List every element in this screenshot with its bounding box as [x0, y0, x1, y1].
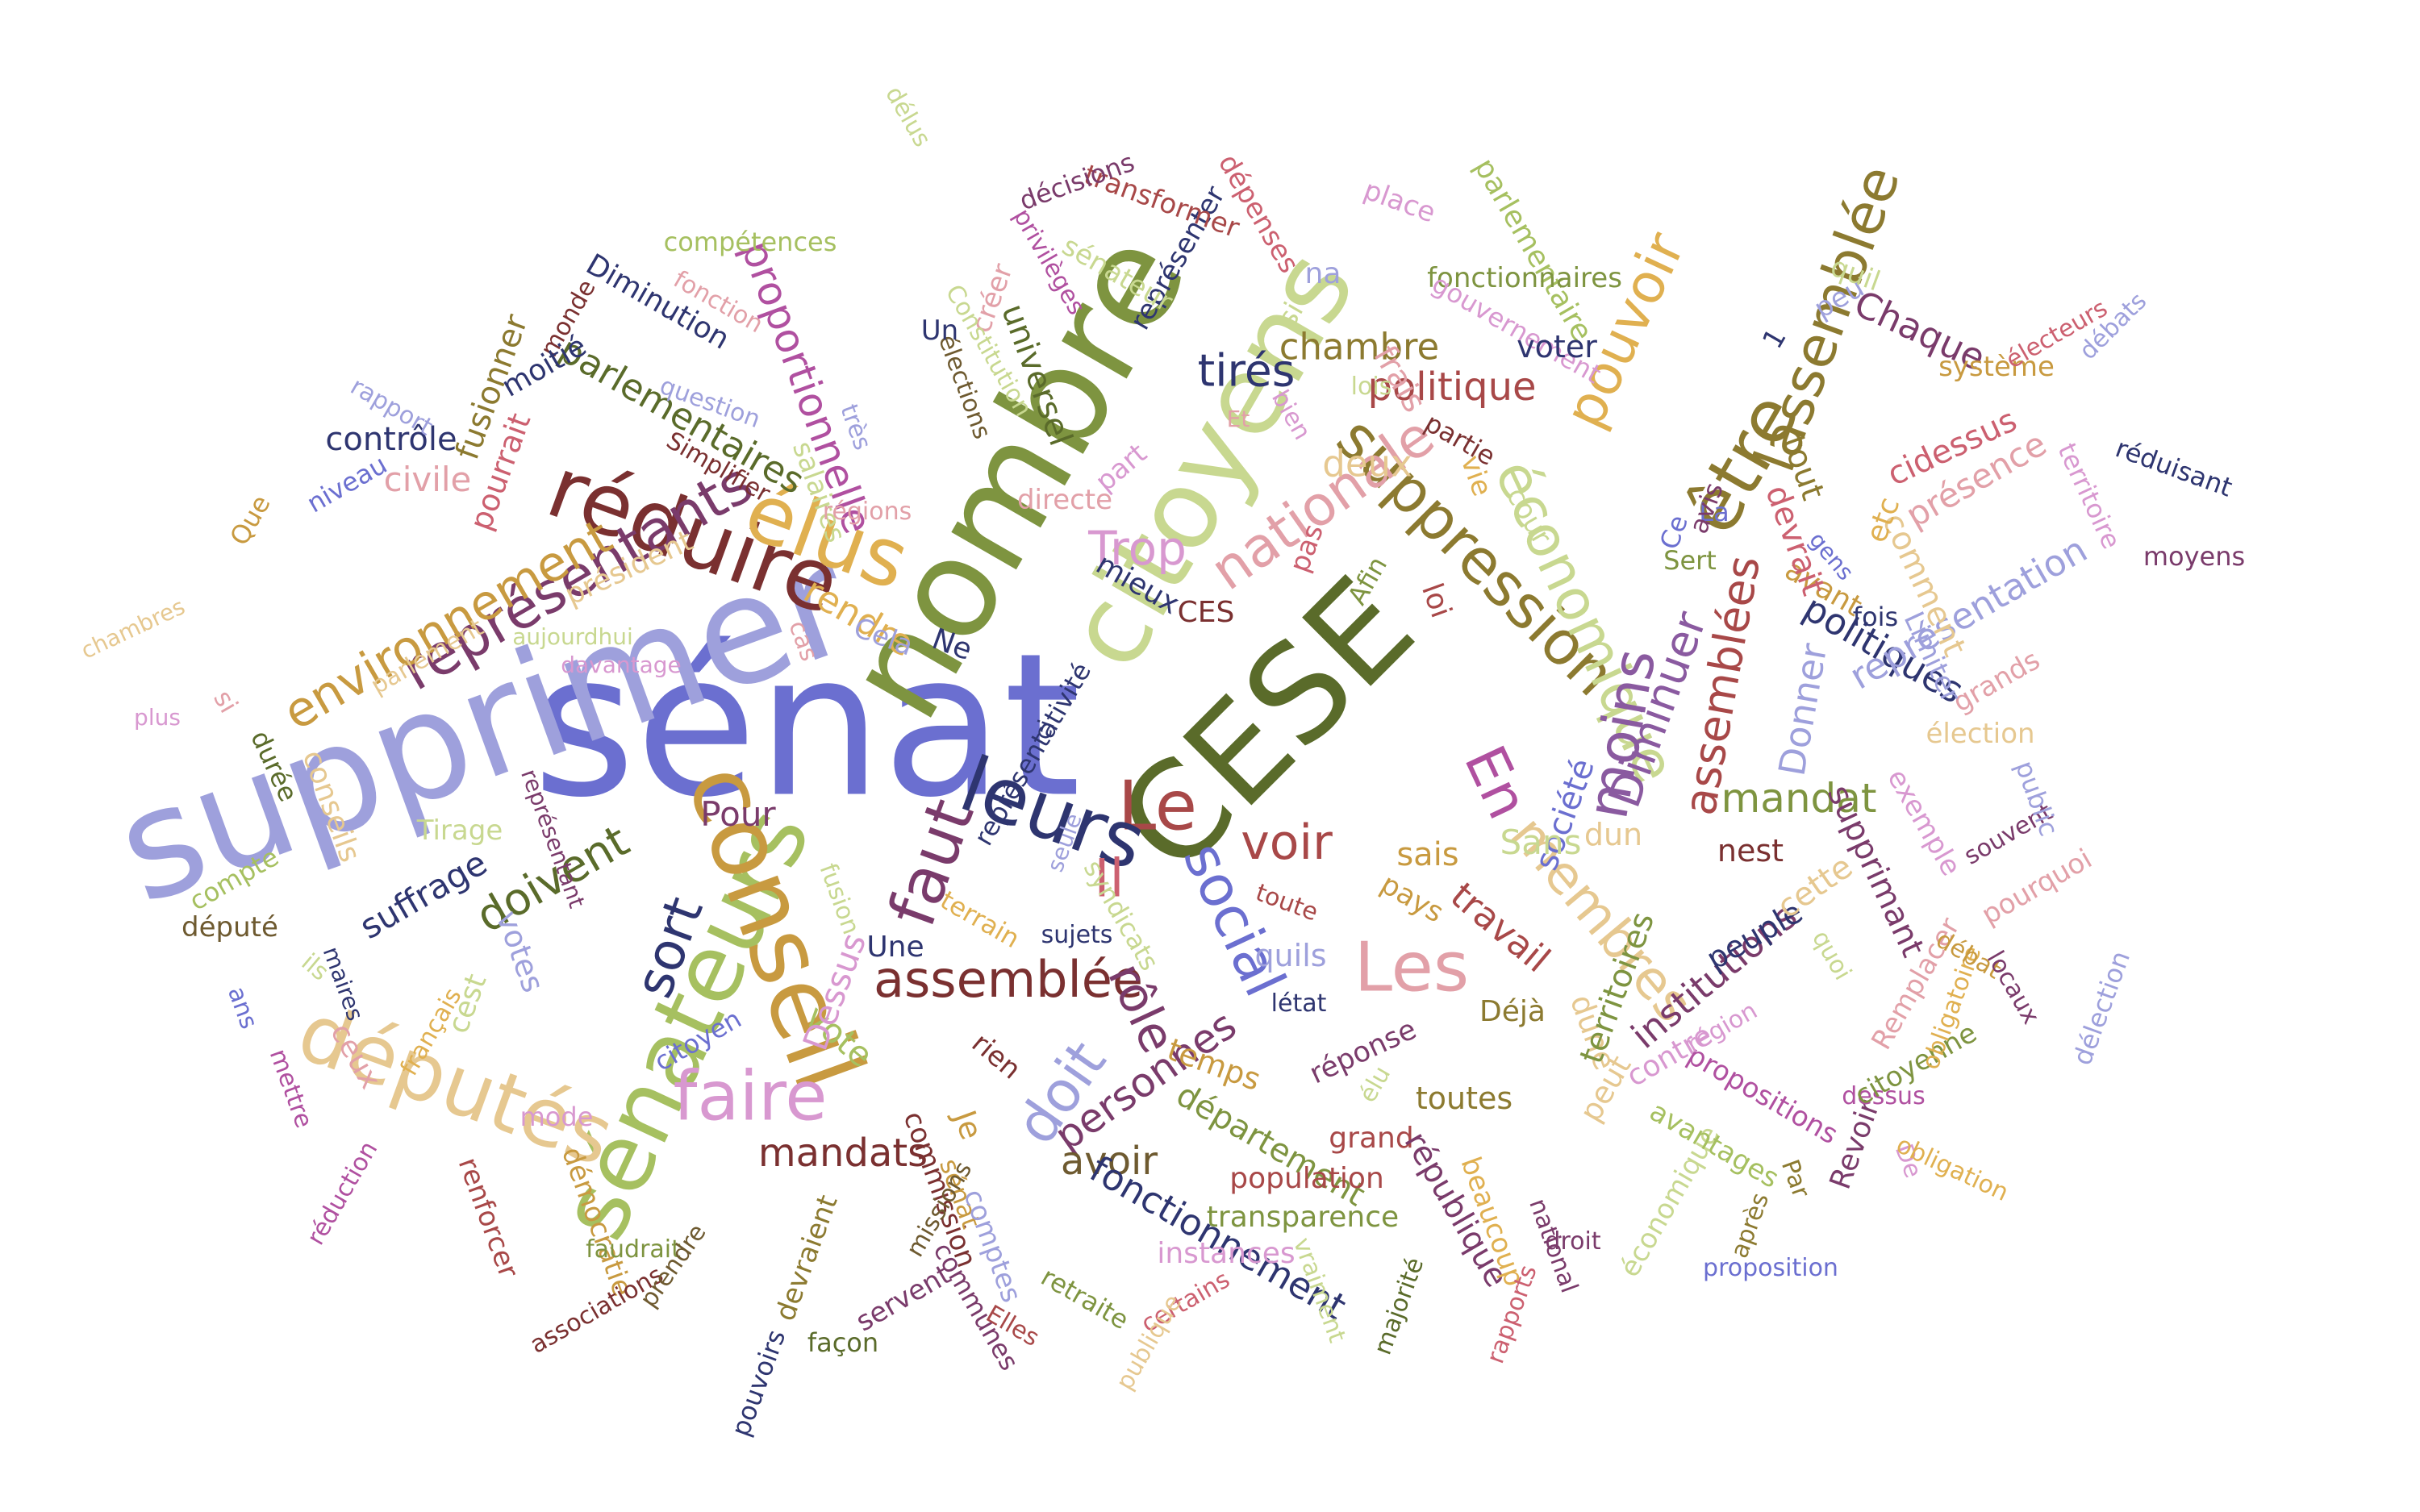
word-cloud-term: nest — [1717, 833, 1784, 868]
word-cloud-term: place — [1359, 173, 1440, 230]
word-cloud-term: devraient — [769, 1190, 845, 1326]
word-cloud-term: Je — [946, 1106, 990, 1144]
word-cloud-term: rien — [965, 1027, 1028, 1086]
word-cloud-term: transparence — [1206, 1201, 1400, 1234]
word-cloud-term: si — [207, 685, 244, 719]
word-cloud-term: dun — [1583, 817, 1643, 852]
word-cloud-term: pouvoirs — [724, 1325, 792, 1441]
word-cloud-term: régions — [822, 498, 912, 526]
word-cloud-term: dessus — [1842, 1082, 1926, 1110]
word-cloud-term: Tirage — [416, 814, 503, 847]
word-cloud-term: réduction — [301, 1136, 384, 1251]
word-cloud-term: député — [182, 911, 278, 943]
word-cloud-term: lois — [1350, 373, 1392, 401]
word-cloud-term: voir — [1241, 814, 1333, 871]
word-cloud-term: cette — [1770, 848, 1860, 927]
word-cloud-term: majorité — [1368, 1254, 1430, 1359]
word-cloud-term: renforcer — [451, 1153, 525, 1282]
word-cloud-term: Déjà — [1479, 995, 1546, 1028]
word-cloud-term: davantage — [561, 652, 682, 678]
word-cloud-term: Trop — [1088, 521, 1187, 576]
word-cloud-term: droit — [1545, 1227, 1601, 1256]
word-cloud-term: Pour — [700, 794, 776, 834]
word-cloud-term: quils — [1254, 938, 1327, 973]
word-cloud-term: moyens — [2143, 541, 2246, 572]
word-cloud-term: loi — [1415, 579, 1458, 623]
word-cloud-term: faudrait — [586, 1235, 681, 1264]
word-cloud-term: 1 — [1756, 323, 1793, 355]
word-cloud-term: Donner — [1770, 639, 1836, 780]
word-cloud-term: sais — [1396, 836, 1459, 873]
word-cloud-term: sénat — [532, 610, 1081, 841]
word-cloud-term: quoi — [1806, 925, 1857, 985]
word-cloud-term: après — [1725, 1189, 1775, 1262]
word-cloud-term: Les — [1354, 927, 1470, 1008]
word-cloud-term: délection — [2066, 947, 2137, 1069]
word-cloud-term: Il — [1094, 848, 1124, 910]
word-cloud-term: chambres — [77, 593, 190, 664]
word-cloud-term: na — [1304, 257, 1341, 290]
word-cloud-term: voter — [1517, 329, 1597, 364]
word-cloud-term: Le — [1117, 766, 1198, 847]
word-cloud-term: deux — [1322, 442, 1412, 485]
word-cloud-term: façon — [807, 1327, 879, 1358]
word-cloud-term: fois — [1852, 602, 1899, 632]
word-cloud-term: politique — [1367, 364, 1537, 410]
word-cloud-term: Une — [866, 931, 924, 964]
word-cloud-term: Sert — [1663, 545, 1717, 576]
word-cloud-term: population — [1229, 1162, 1384, 1195]
word-cloud-term: tirés — [1197, 344, 1296, 397]
word-cloud-term: fonctionnaires — [1427, 262, 1622, 294]
word-cloud-term: directe — [1016, 484, 1113, 516]
word-cloud-term: toutes — [1415, 1081, 1513, 1116]
word-cloud-term: pays — [1375, 868, 1450, 930]
word-cloud-term: retraite — [1036, 1260, 1134, 1336]
word-cloud-term: chambre — [1279, 325, 1440, 369]
word-cloud-term: proposition — [1703, 1254, 1838, 1282]
word-cloud-term: décisions — [1015, 146, 1139, 217]
word-cloud-term: aujourdhui — [512, 623, 633, 650]
word-cloud-term: En — [1451, 735, 1542, 829]
word-cloud-term: sujets — [1041, 921, 1113, 949]
word-cloud-term: niveau — [301, 448, 393, 519]
word-cloud-term: mode — [519, 1102, 594, 1132]
word-cloud-term: Par — [1775, 1156, 1816, 1202]
word-cloud-term: létat — [1270, 989, 1327, 1018]
word-cloud-term: Et — [1226, 406, 1250, 432]
word-cloud-term: terrain — [935, 884, 1025, 955]
word-cloud-term: exemple — [1880, 764, 1967, 881]
word-cloud-term: grand — [1329, 1122, 1414, 1155]
word-cloud-term: compétences — [663, 227, 837, 257]
word-cloud-term: délus — [879, 81, 937, 152]
word-cloud-term: associations — [525, 1260, 669, 1360]
word-cloud-term: système — [1938, 351, 2055, 383]
word-cloud-term: Un — [920, 314, 959, 347]
word-cloud-term: mandats — [757, 1131, 928, 1176]
word-cloud-term: élection — [1926, 718, 2035, 750]
word-cloud-term: cest — [441, 969, 494, 1038]
word-cloud-term: réduisant — [2111, 432, 2237, 503]
word-cloud-term: civile — [383, 460, 472, 499]
word-cloud-term: avoir — [1060, 1139, 1158, 1184]
word-cloud-term: votes — [489, 906, 552, 998]
word-cloud-term: faire — [673, 1056, 828, 1137]
word-cloud-term: instances — [1157, 1237, 1296, 1270]
word-cloud-term: assemblée — [873, 950, 1144, 1009]
word-cloud-term: plus — [134, 704, 181, 731]
word-cloud-term: Sans — [1500, 823, 1582, 862]
word-cloud-term: mandat — [1721, 775, 1877, 822]
word-cloud-term: contrôle — [325, 421, 457, 458]
word-cloud-term: ans — [221, 982, 263, 1033]
word-cloud-term: grands — [1947, 644, 2046, 719]
word-cloud-term: Revoir — [1823, 1096, 1887, 1194]
word-cloud-term: La — [1699, 497, 1729, 527]
word-cloud-term: CES — [1177, 596, 1235, 629]
word-cloud-term: Que — [223, 489, 277, 551]
word-cloud-term: locaux — [1980, 946, 2046, 1030]
